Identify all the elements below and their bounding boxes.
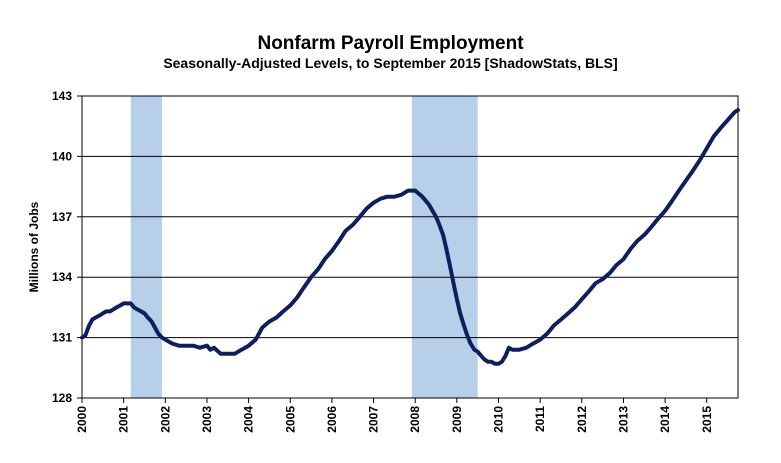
x-tick-label: 2008 <box>408 406 422 433</box>
y-tick-label: 143 <box>52 89 72 103</box>
x-tick-label: 2007 <box>367 406 381 433</box>
y-axis-label: Millions of Jobs <box>27 201 41 292</box>
chart-subtitle: Seasonally-Adjusted Levels, to September… <box>163 55 618 71</box>
x-tick-label: 2012 <box>575 406 589 433</box>
y-tick-label: 137 <box>52 210 72 224</box>
x-tick-label: 2015 <box>700 406 714 433</box>
x-tick-label: 2009 <box>450 406 464 433</box>
x-tick-label: 2014 <box>658 406 672 433</box>
y-tick-label: 131 <box>52 331 72 345</box>
x-tick-label: 2002 <box>158 406 172 433</box>
y-tick-label: 140 <box>52 149 72 163</box>
plot-area <box>81 95 739 399</box>
chart-title: Nonfarm Payroll Employment <box>257 33 524 54</box>
recession-band <box>130 96 162 398</box>
x-tick-label: 2000 <box>75 406 89 433</box>
x-tick-label: 2004 <box>242 406 256 433</box>
x-tick-label: 2006 <box>325 406 339 433</box>
x-tick-label: 2003 <box>200 406 214 433</box>
x-tick-label: 2013 <box>616 406 630 433</box>
x-tick-label: 2005 <box>283 406 297 433</box>
series-line-payrolls <box>80 108 740 366</box>
y-tick-label: 134 <box>52 270 72 284</box>
x-tick-label: 2011 <box>533 406 547 432</box>
y-tick-label: 128 <box>52 391 72 405</box>
x-tick-label: 2010 <box>492 406 506 433</box>
x-tick-label: 2001 <box>117 406 131 433</box>
